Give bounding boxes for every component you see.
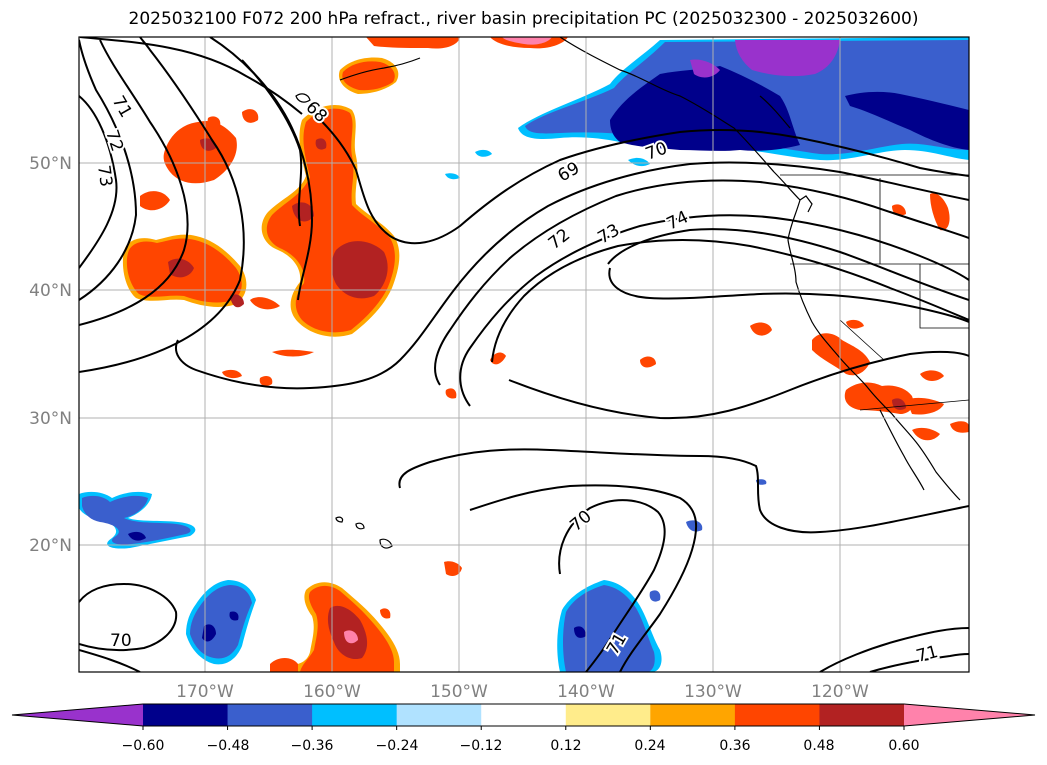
contour-label-70-sw: 70 [110,631,132,651]
plot-frame [78,36,970,673]
lon-label-160w: 160°W [303,682,361,702]
colorbar-extend-high [904,704,1035,726]
lon-label-140w: 140°W [557,682,615,702]
lon-label-120w: 120°W [811,682,869,702]
colorbar-segment [227,704,313,726]
colorbar-segment [143,704,229,726]
colorbar-segment [819,704,905,726]
lon-label-150w: 150°W [430,682,488,702]
colorbar-extend-low [12,704,143,726]
colorbar-label: −0.48 [207,738,250,754]
contour-label-73-nw: 73 [93,164,116,188]
refractivity-contours [79,37,969,672]
colorbar-label: 0.60 [888,738,919,754]
colorbar-segment [396,704,482,726]
positive-anomaly-shading [122,37,969,672]
colorbar-label: 0.24 [634,738,665,754]
colorbar-segment [650,704,736,726]
lat-label-40n: 40°N [29,281,72,301]
colorbar-label: 0.12 [550,738,581,754]
colorbar-segment [734,704,820,726]
coastlines [295,37,961,549]
lon-label-170w: 170°W [176,682,234,702]
colorbar-label: −0.24 [376,738,419,754]
colorbar-label: 0.48 [803,738,834,754]
lat-label-20n: 20°N [29,536,72,556]
longitude-labels: 170°W 160°W 150°W 140°W 130°W 120°W [176,682,869,702]
colorbar-segment [312,704,398,726]
colorbar-label: −0.12 [460,738,503,754]
colorbar-segment [565,704,651,726]
lat-label-50n: 50°N [29,154,72,174]
colorbar-label: −0.36 [291,738,334,754]
lon-label-130w: 130°W [684,682,742,702]
gridlines [79,37,969,672]
colorbar-segment [481,704,567,726]
colorbar-label: −0.60 [122,738,165,754]
latitude-labels: 50°N 40°N 30°N 20°N [29,154,72,556]
map-title: 2025032100 F072 200 hPa refract., river … [128,9,919,29]
lat-label-30n: 30°N [29,409,72,429]
colorbar-label: 0.36 [719,738,750,754]
colorbar: −0.60 −0.48 −0.36 −0.24 −0.12 0.12 0.24 … [11,703,1036,754]
